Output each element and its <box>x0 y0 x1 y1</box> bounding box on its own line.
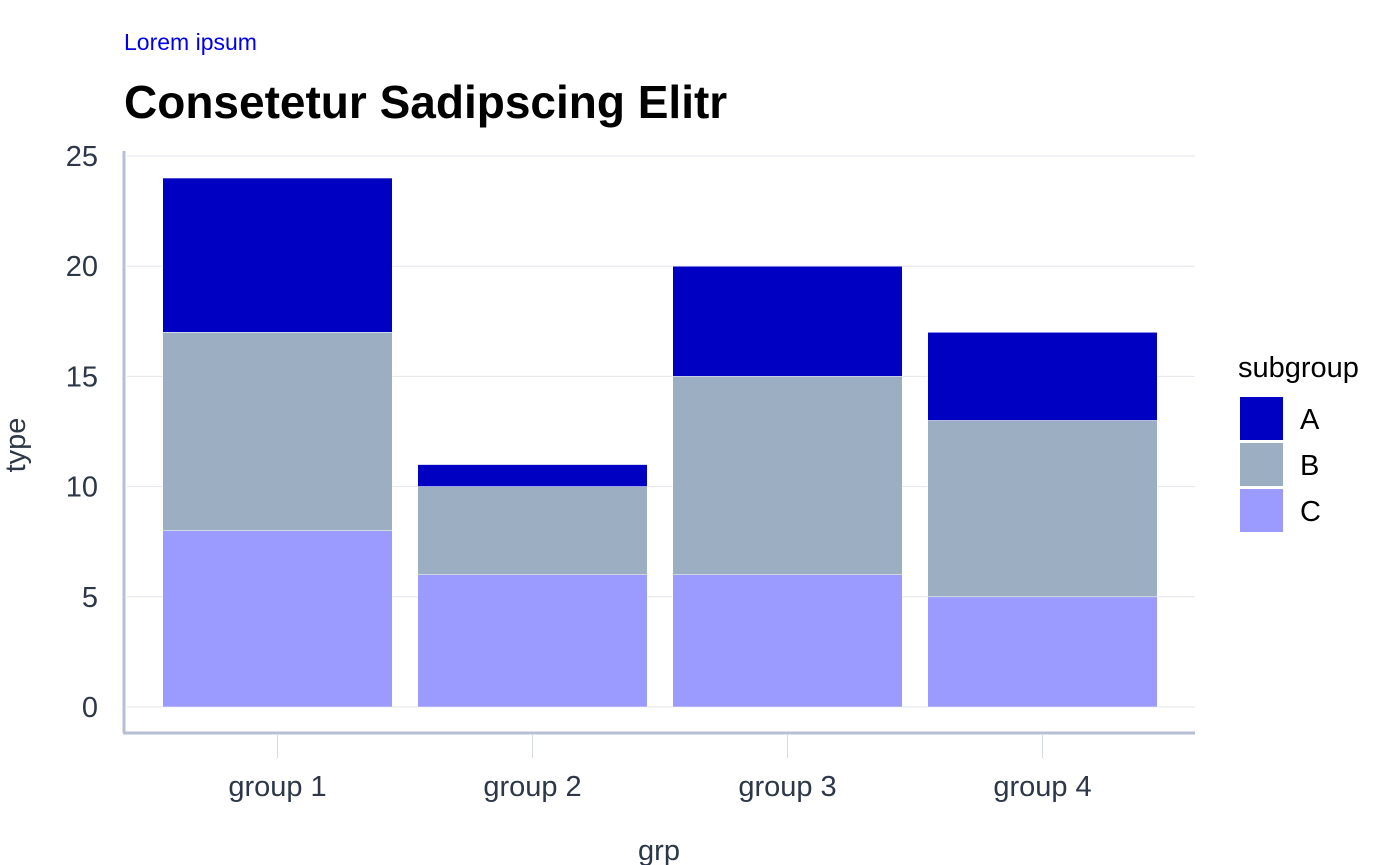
y-tick-labels: 0 5 10 15 20 25 <box>66 141 98 724</box>
y-axis-title: type <box>0 418 32 473</box>
chart-subtitle: Lorem ipsum <box>124 29 257 55</box>
y-tick-label: 20 <box>66 251 98 283</box>
legend-label-b: B <box>1300 450 1319 482</box>
legend-swatch-b <box>1240 443 1283 486</box>
bar-segment-c <box>162 530 393 708</box>
legend-label-c: C <box>1300 496 1321 528</box>
legend-label-a: A <box>1300 404 1320 436</box>
y-tick-label: 5 <box>82 582 98 614</box>
y-tick-label: 0 <box>82 692 98 724</box>
bar-segment-c <box>417 574 648 708</box>
y-tick-label: 25 <box>66 141 98 173</box>
bar-segment-b <box>162 332 393 531</box>
y-tick-label: 15 <box>66 361 98 393</box>
axes <box>122 151 1195 735</box>
legend-swatch-c <box>1240 489 1283 532</box>
bar-segment-b <box>672 376 903 576</box>
legend: subgroup ABC <box>1238 352 1359 532</box>
legend-swatch-a <box>1240 397 1283 440</box>
bar-segment-a <box>927 332 1158 421</box>
bar-segment-a <box>162 177 393 333</box>
x-tick-label: group 4 <box>993 771 1091 803</box>
bar-segment-c <box>672 574 903 708</box>
bar-segment-a <box>417 464 648 487</box>
bars <box>162 177 1158 708</box>
bar-segment-b <box>927 420 1158 598</box>
x-tick-label: group 1 <box>228 771 326 803</box>
bar-segment-a <box>672 265 903 377</box>
bar-segment-b <box>417 486 648 576</box>
x-tick-label: group 3 <box>738 771 836 803</box>
bar-segment-c <box>927 596 1158 708</box>
legend-title: subgroup <box>1238 352 1359 384</box>
x-axis-title: grp <box>638 835 680 865</box>
x-tick-labels: group 1 group 2 group 3 group 4 <box>228 735 1092 803</box>
x-tick-label: group 2 <box>483 771 581 803</box>
chart-title: Consetetur Sadipscing Elitr <box>124 76 727 128</box>
y-tick-label: 10 <box>66 472 98 504</box>
